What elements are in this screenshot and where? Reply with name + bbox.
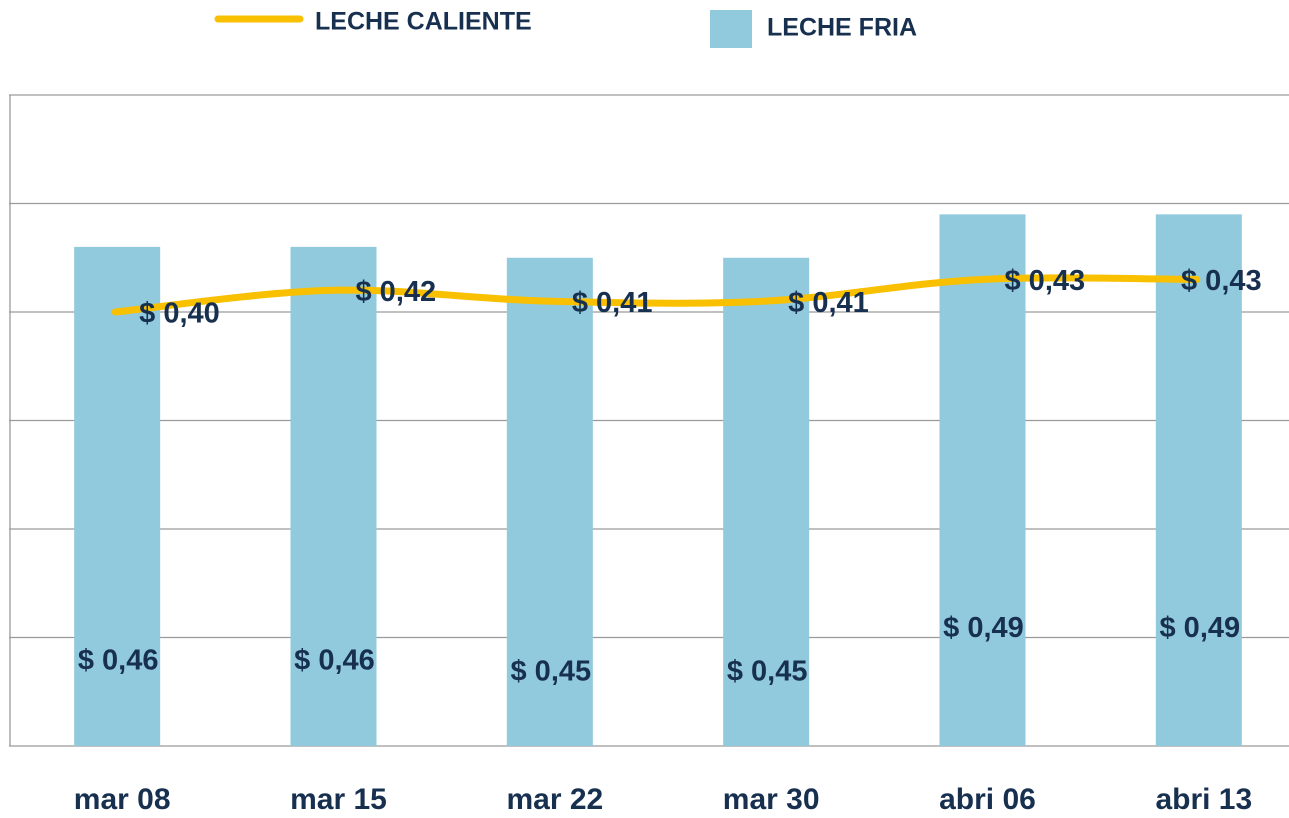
bar: [723, 257, 810, 746]
line-value-label: $ 0,43: [1005, 265, 1086, 297]
legend-swatch: [710, 10, 752, 48]
legend-label: LECHE FRIA: [767, 14, 917, 42]
bar-value-label: $ 0,45: [727, 655, 808, 687]
bar-value-label: $ 0,45: [511, 655, 592, 687]
bar: [939, 214, 1026, 747]
bar: [74, 246, 161, 746]
x-tick-label: mar 15: [290, 783, 387, 816]
line: [111, 274, 1201, 316]
bar-value-label: $ 0,49: [943, 612, 1024, 644]
x-tick-label: mar 08: [74, 783, 171, 816]
bar: [1155, 214, 1242, 747]
bar-value-label: $ 0,49: [1160, 612, 1241, 644]
x-tick-label: abri 06: [939, 783, 1036, 816]
bar-value-label: $ 0,46: [294, 645, 375, 677]
line-value-label: $ 0,41: [788, 287, 869, 319]
bar: [506, 257, 593, 746]
x-tick-label: mar 22: [506, 783, 603, 816]
bar: [290, 246, 377, 746]
x-tick-label: mar 30: [723, 783, 820, 816]
line-value-label: $ 0,40: [139, 298, 220, 330]
x-tick-label: abri 13: [1155, 783, 1252, 816]
line-value-label: $ 0,41: [572, 287, 653, 319]
line-value-label: $ 0,42: [356, 276, 437, 308]
line-value-label: $ 0,43: [1181, 265, 1262, 297]
legend-label: LECHE CALIENTE: [315, 8, 532, 36]
bar-value-label: $ 0,46: [78, 645, 159, 677]
